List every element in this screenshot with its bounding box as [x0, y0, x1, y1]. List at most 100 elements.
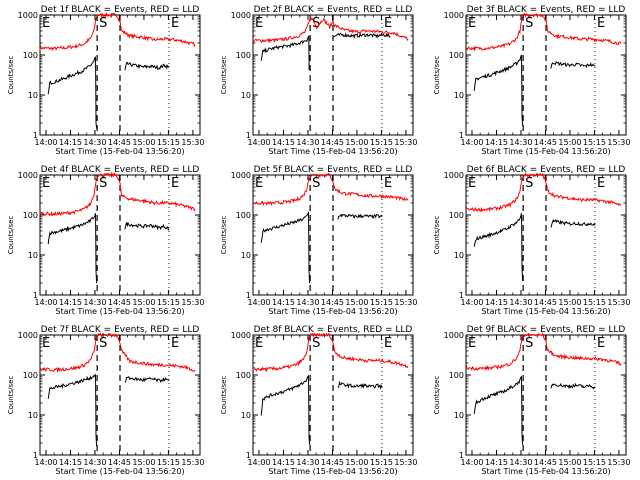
x-tick-label: 15:15 — [583, 458, 606, 467]
y-axis-label: Counts/sec — [7, 56, 15, 95]
chart-title: Det 9f BLACK = Events, RED = LLD — [467, 325, 626, 335]
marker-label: E — [42, 336, 50, 351]
y-tick-label: 10 — [28, 251, 38, 260]
marker-label: S — [525, 176, 533, 191]
x-tick-label: 14:15 — [272, 298, 295, 307]
x-tick-label: 14:45 — [321, 298, 344, 307]
marker-label: E — [42, 16, 50, 31]
y-axis-label: Counts/sec — [7, 216, 15, 255]
chart-title: Det 8f BLACK = Events, RED = LLD — [254, 325, 413, 335]
marker-label: E — [255, 16, 263, 31]
y-axis-label: Counts/sec — [220, 376, 228, 415]
series-lld-line — [252, 332, 409, 373]
x-axis-label: Start Time (15-Feb-04 13:56:20) — [481, 147, 610, 156]
y-tick-label: 10 — [28, 411, 38, 420]
x-tick-label: 14:00 — [247, 298, 270, 307]
marker-label: S — [99, 16, 107, 31]
chart-title: Det 2f BLACK = Events, RED = LLD — [254, 5, 413, 15]
x-tick-label: 15:15 — [157, 458, 180, 467]
x-tick-label: 14:45 — [534, 298, 557, 307]
y-axis-label: Counts/sec — [7, 376, 15, 415]
x-axis-label: Start Time (15-Feb-04 13:56:20) — [481, 467, 610, 476]
chart-title: Det 3f BLACK = Events, RED = LLD — [467, 5, 626, 15]
x-tick-label: 15:30 — [394, 298, 417, 307]
x-axis-label: Start Time (15-Feb-04 13:56:20) — [268, 307, 397, 316]
x-tick-label: 14:30 — [83, 298, 106, 307]
x-tick-label: 14:15 — [59, 298, 82, 307]
y-tick-label: 10 — [28, 91, 38, 100]
series-lld-line — [39, 171, 196, 217]
marker-label: E — [597, 176, 605, 191]
x-tick-label: 14:30 — [296, 138, 319, 147]
series-events-line — [260, 32, 391, 70]
y-tick-label: 100 — [236, 371, 251, 380]
y-tick-label: 100 — [23, 211, 38, 220]
series-events-line — [47, 56, 170, 129]
series-lld-line — [252, 17, 409, 44]
marker-label: E — [597, 16, 605, 31]
y-tick-label: 1 — [33, 131, 38, 140]
panel-det-9: Det 9f BLACK = Events, RED = LLD 1 10 100 10… — [433, 325, 630, 476]
x-tick-label: 14:30 — [509, 138, 532, 147]
marker-label: E — [597, 336, 605, 351]
x-tick-label: 14:15 — [272, 138, 295, 147]
x-tick-label: 14:15 — [485, 138, 508, 147]
x-tick-label: 14:00 — [460, 458, 483, 467]
y-tick-label: 10 — [241, 411, 251, 420]
x-tick-label: 14:00 — [34, 298, 57, 307]
x-tick-label: 14:45 — [108, 138, 131, 147]
x-tick-label: 15:15 — [157, 138, 180, 147]
marker-label: S — [312, 176, 320, 191]
x-axis-label: Start Time (15-Feb-04 13:56:20) — [268, 147, 397, 156]
marker-label: E — [384, 176, 392, 191]
panel-det-2: Det 2f BLACK = Events, RED = LLD 1 10 100 10… — [220, 5, 417, 156]
series-lld-line — [39, 11, 196, 52]
x-tick-label: 15:15 — [583, 298, 606, 307]
series-lld-line — [465, 171, 622, 213]
x-tick-label: 15:15 — [370, 298, 393, 307]
y-tick-label: 100 — [236, 51, 251, 60]
marker-label: E — [171, 16, 179, 31]
marker-label: E — [171, 336, 179, 351]
x-tick-label: 15:00 — [345, 298, 368, 307]
x-tick-label: 14:00 — [34, 458, 57, 467]
y-tick-label: 1000 — [18, 11, 38, 20]
x-tick-label: 14:30 — [509, 298, 532, 307]
x-tick-label: 15:15 — [583, 138, 606, 147]
y-tick-label: 100 — [449, 371, 464, 380]
y-tick-label: 100 — [449, 211, 464, 220]
y-tick-label: 1 — [33, 291, 38, 300]
y-tick-label: 1000 — [444, 331, 464, 340]
marker-label: E — [468, 16, 476, 31]
marker-label: E — [384, 16, 392, 31]
x-tick-label: 14:30 — [83, 458, 106, 467]
x-tick-label: 14:15 — [59, 458, 82, 467]
series-events-line — [47, 374, 170, 447]
x-tick-label: 15:00 — [558, 458, 581, 467]
y-tick-label: 100 — [449, 51, 464, 60]
marker-label: E — [468, 176, 476, 191]
y-tick-label: 1000 — [18, 331, 38, 340]
marker-label: E — [171, 176, 179, 191]
y-tick-label: 10 — [454, 411, 464, 420]
series-lld-line — [466, 13, 622, 52]
y-tick-label: 1000 — [18, 171, 38, 180]
x-axis-label: Start Time (15-Feb-04 13:56:20) — [55, 147, 184, 156]
x-tick-label: 14:45 — [108, 458, 131, 467]
y-axis-label: Counts/sec — [433, 376, 441, 415]
marker-label: S — [99, 336, 107, 351]
x-tick-label: 14:00 — [34, 138, 57, 147]
series-events-line — [473, 54, 596, 126]
y-tick-label: 100 — [23, 371, 38, 380]
y-tick-label: 1 — [33, 451, 38, 460]
y-tick-label: 1 — [246, 131, 251, 140]
y-tick-label: 100 — [236, 211, 251, 220]
x-tick-label: 14:00 — [247, 458, 270, 467]
y-axis-label: Counts/sec — [433, 56, 441, 95]
x-tick-label: 14:45 — [321, 458, 344, 467]
panel-det-7: Det 7f BLACK = Events, RED = LLD 1 10 100 10… — [7, 325, 204, 476]
marker-label: S — [312, 16, 320, 31]
x-tick-label: 15:30 — [607, 138, 630, 147]
x-tick-label: 15:15 — [370, 458, 393, 467]
